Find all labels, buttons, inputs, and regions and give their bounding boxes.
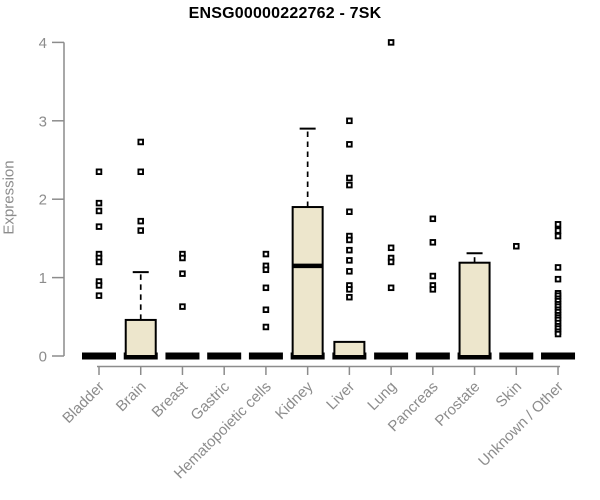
outlier-point-breast [179,303,186,310]
zero-bar-lung [374,352,409,360]
outlier-point-hematopoietic-cells [262,323,270,331]
x-axis-label-lung: Lung [364,378,400,414]
outlier-point-liver [346,208,353,215]
outlier-point-liver [346,286,353,293]
zero-bar-pancreas [415,352,450,360]
outlier-point-brain [137,138,144,146]
outlier-point-unknown-other [554,232,562,240]
box-brain [124,318,157,358]
outlier-point-lung [387,284,395,292]
outlier-point-liver [346,181,353,189]
box-kidney [291,206,324,357]
outlier-point-bladder [95,207,103,215]
x-axis-label-brain: Brain [113,378,150,415]
outlier-point-hematopoietic-cells [262,284,270,292]
outlier-point-hematopoietic-cells [262,250,270,258]
outlier-point-bladder [95,199,103,207]
outlier-point-liver [346,293,353,301]
zero-bar-skin [499,352,534,360]
outlier-point-lung [387,39,395,46]
outlier-point-unknown-other [554,227,562,234]
x-axis-label-liver: Liver [323,378,358,413]
outlier-point-brain [137,217,144,225]
outlier-point-brain [137,227,144,234]
outlier-point-bladder [95,223,103,230]
outlier-point-breast [179,270,186,277]
x-axis-label-skin: Skin [492,378,525,411]
outlier-point-unknown-other [554,221,562,228]
y-tick-label: 4 [39,35,47,52]
outlier-point-liver [346,257,353,264]
outlier-point-liver [346,236,353,244]
outlier-point-liver [346,174,353,182]
y-tick-label: 1 [39,270,47,287]
outlier-point-bladder [95,292,103,299]
outlier-point-unknown-other [554,264,562,271]
outlier-point-unknown-other [554,330,562,338]
outlier-point-bladder [95,282,103,289]
zero-bar-bladder [82,352,116,360]
y-tick-label: 2 [39,192,47,209]
x-axis-label-breast: Breast [149,378,192,421]
x-axis-label-bladder: Bladder [59,378,108,427]
zero-bar-unknown-other [541,352,576,360]
box-prostate [458,261,491,358]
chart-title: ENSG00000222762 - 7SK [188,5,382,22]
x-axis-label-kidney: Kidney [272,378,317,423]
outlier-point-bladder [95,258,103,266]
outlier-point-unknown-other [554,275,562,283]
outlier-point-lung [387,258,395,266]
zero-bar-breast [165,352,200,360]
x-axis-label-prostate: Prostate [432,378,484,430]
outlier-point-bladder [95,168,103,176]
outlier-point-liver [346,117,353,125]
outlier-point-breast [179,254,186,262]
y-tick-label: 0 [39,349,47,366]
zero-bar-gastric [207,352,242,360]
outlier-point-liver [346,246,353,254]
outlier-point-skin [513,242,520,250]
outlier-point-pancreas [429,215,437,223]
outlier-point-pancreas [429,286,437,293]
outlier-point-hematopoietic-cells [262,266,270,274]
outlier-point-pancreas [429,239,437,246]
outlier-point-brain [137,168,144,176]
outlier-point-pancreas [429,272,437,280]
y-tick-label: 3 [39,113,47,130]
outlier-point-hematopoietic-cells [262,306,270,313]
outlier-point-lung [387,244,395,252]
zero-bar-hematopoietic-cells [248,352,283,360]
box-liver [333,340,366,358]
outlier-point-liver [346,268,353,275]
outlier-point-liver [346,141,353,148]
